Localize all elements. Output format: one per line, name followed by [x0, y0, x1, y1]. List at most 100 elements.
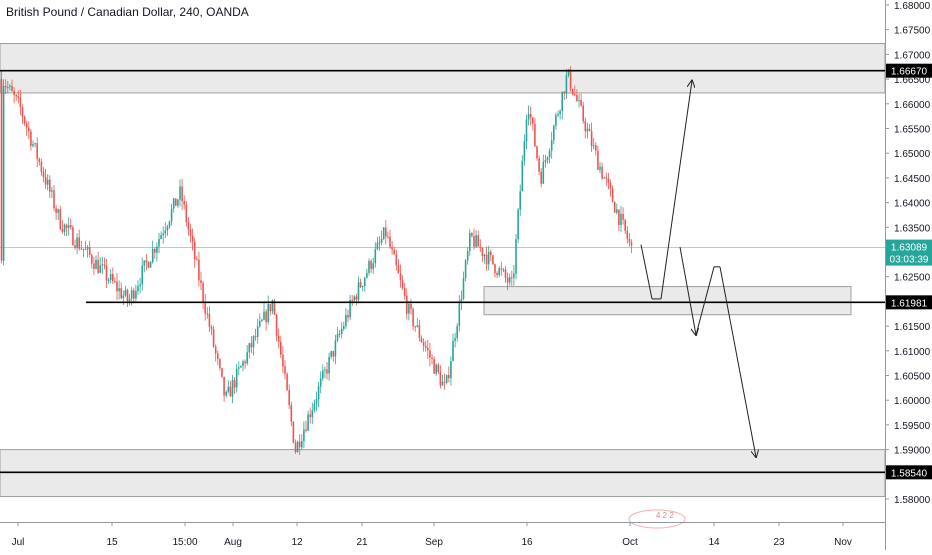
- candle-body: [525, 119, 528, 142]
- y-tick-label: 1.59500: [894, 421, 931, 432]
- y-tick-label: 1.59000: [894, 446, 931, 457]
- projection-segment: [695, 266, 715, 336]
- candle-body: [160, 235, 162, 239]
- candle-body: [290, 405, 293, 422]
- candle-body: [19, 97, 22, 108]
- candle-body: [565, 75, 568, 94]
- candle-body: [271, 300, 274, 312]
- candle-body: [330, 351, 332, 357]
- candle-body: [517, 209, 519, 240]
- candle-body: [105, 265, 108, 281]
- candle-body: [620, 213, 622, 225]
- candle-body: [618, 209, 620, 225]
- x-tick-label: 15:00: [172, 537, 197, 548]
- candle-body: [49, 179, 51, 192]
- candle-body: [506, 277, 509, 283]
- candle-body: [114, 281, 116, 283]
- candle-body: [502, 269, 505, 271]
- candle-body: [82, 248, 85, 250]
- y-tick-label: 1.65500: [894, 125, 931, 136]
- candle-body: [546, 157, 549, 161]
- candle-body: [133, 290, 135, 299]
- candle-body: [359, 282, 362, 288]
- y-tick-label: 1.67500: [894, 26, 931, 37]
- candle-body: [139, 284, 141, 287]
- candle-body: [130, 290, 133, 299]
- candle-body: [86, 246, 89, 250]
- candle-body: [112, 274, 114, 282]
- candle-body: [592, 145, 595, 147]
- x-tick-label: 15: [106, 537, 118, 548]
- y-tick-label: 1.61000: [894, 347, 931, 358]
- last-price-label: 1.63089: [891, 243, 928, 254]
- candle-body: [361, 285, 364, 288]
- candle-body: [198, 259, 200, 281]
- candle-body: [351, 300, 353, 302]
- candle-body: [487, 251, 490, 265]
- candle-body: [563, 91, 566, 94]
- candle-body: [97, 259, 99, 273]
- candle-body: [334, 340, 337, 357]
- candle-body: [584, 121, 587, 132]
- candle-body: [126, 290, 129, 302]
- candle-body: [569, 69, 572, 89]
- candle-body: [143, 260, 146, 266]
- candle-body: [422, 342, 425, 346]
- candle-body: [433, 358, 435, 374]
- candle-body: [17, 96, 20, 98]
- candle-body: [208, 313, 211, 327]
- candle-body: [523, 141, 526, 161]
- candle-body: [427, 347, 429, 351]
- candle-body: [485, 254, 488, 265]
- candle-body: [536, 146, 538, 159]
- candle-body: [210, 326, 213, 330]
- candle-body: [275, 314, 278, 336]
- candle-body: [72, 227, 74, 246]
- candle-body: [611, 188, 614, 203]
- candle-body: [135, 291, 137, 299]
- candle-body: [156, 246, 158, 253]
- candle-body: [345, 315, 347, 327]
- candle-body: [95, 259, 97, 269]
- candle-body: [458, 301, 461, 326]
- level-price-box: [886, 63, 932, 78]
- candle-body: [418, 325, 421, 338]
- candle-body: [532, 117, 534, 124]
- y-tick-label: 1.66000: [894, 100, 931, 111]
- candle-body: [452, 340, 454, 362]
- candle-body: [380, 239, 383, 243]
- candle-body: [246, 352, 248, 364]
- candle-body: [315, 399, 318, 404]
- candle-body: [252, 336, 255, 348]
- candle-body: [124, 290, 127, 296]
- candle-body: [399, 273, 402, 281]
- x-tick-label: 16: [521, 537, 533, 548]
- candle-body: [603, 177, 605, 179]
- candle-body: [78, 237, 80, 249]
- candle-body: [204, 301, 206, 314]
- y-tick-label: 1.61500: [894, 322, 931, 333]
- candle-body: [250, 343, 253, 348]
- candle-body: [122, 295, 125, 299]
- candle-body: [229, 386, 232, 397]
- candle-body: [256, 326, 259, 337]
- candle-body: [364, 277, 366, 286]
- candle-body: [406, 295, 408, 314]
- candle-body: [332, 351, 335, 357]
- y-axis: 1.68000 1.67500 1.67000 1.66500 1.66000 1.655…: [885, 0, 932, 550]
- candle-body: [582, 105, 584, 122]
- candle-body: [527, 113, 530, 120]
- candle-body: [179, 186, 181, 200]
- candle-body: [542, 161, 545, 184]
- candle-body: [544, 160, 547, 162]
- candle-body: [574, 94, 576, 96]
- candle-body: [225, 391, 227, 396]
- candle-body: [555, 115, 557, 126]
- x-tick-label: Oct: [622, 537, 638, 548]
- candle-body: [567, 69, 570, 76]
- candle-body: [403, 287, 406, 296]
- candle-body: [450, 361, 452, 379]
- candle-body: [309, 414, 311, 418]
- candle-body: [303, 429, 305, 442]
- candle-body: [469, 233, 471, 251]
